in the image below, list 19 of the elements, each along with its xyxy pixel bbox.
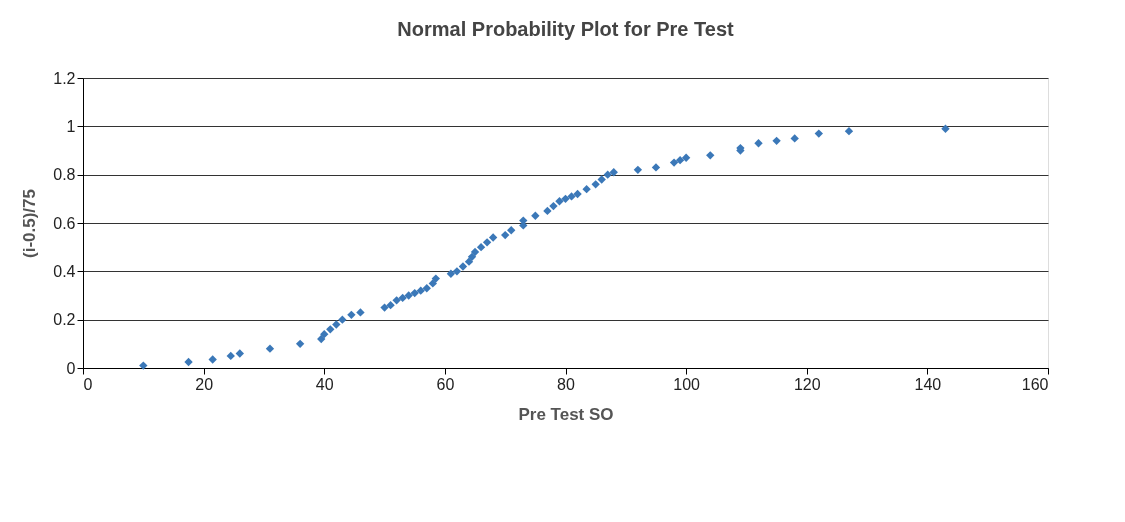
x-tick-label: 40 [315, 375, 334, 393]
x-tick-label: 160 [1021, 375, 1049, 393]
chart-title: Normal Probability Plot for Pre Test [397, 18, 735, 40]
x-tick-label: 60 [436, 375, 455, 393]
x-tick-label: 0 [83, 375, 93, 393]
y-tick-label: 0.6 [53, 214, 76, 232]
x-tick-label: 100 [673, 375, 701, 393]
y-tick-label: 0 [66, 359, 76, 377]
y-tick-label: 1.2 [53, 69, 76, 87]
y-tick-label: 0.4 [53, 262, 76, 280]
x-tick-label: 20 [195, 375, 214, 393]
x-axis-title: Pre Test SO [518, 404, 614, 424]
y-tick-label: 0.2 [53, 311, 76, 329]
y-axis-title: (i-0.5)/75 [20, 189, 40, 258]
x-tick-label: 80 [557, 375, 575, 393]
x-tick-label: 120 [793, 375, 821, 393]
x-tick-label: 140 [914, 375, 942, 393]
y-tick-label: 0.8 [53, 166, 76, 184]
y-tick-label: 1 [66, 117, 76, 135]
